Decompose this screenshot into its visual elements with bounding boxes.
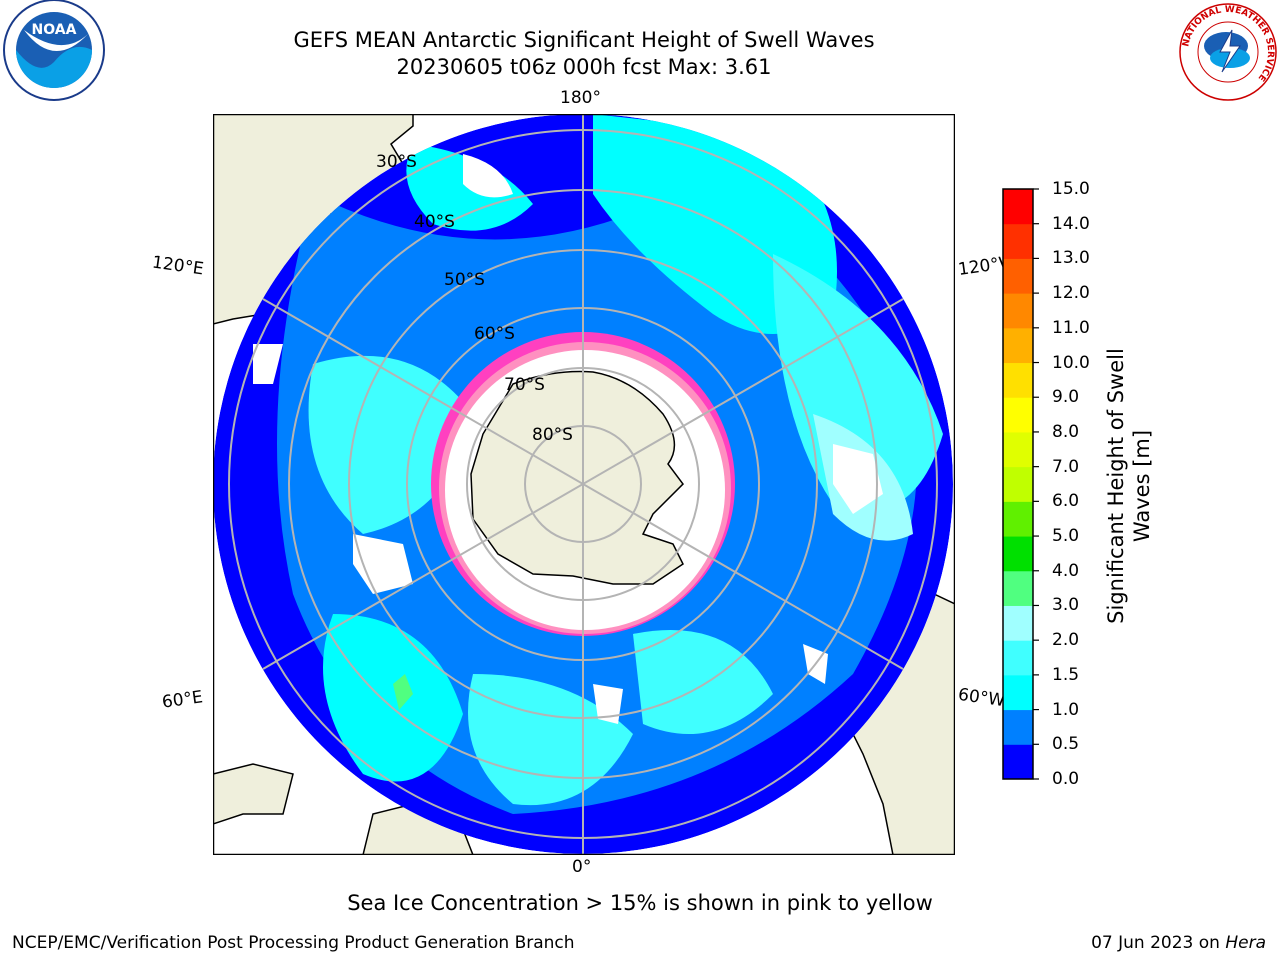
colorbar xyxy=(1002,188,1039,780)
antarctica xyxy=(470,370,684,585)
colorbar-tick-label: 3.0 xyxy=(1052,595,1080,616)
generation-date: 07 Jun 2023 on Hera xyxy=(1091,933,1266,953)
colorbar-segment xyxy=(1003,293,1033,329)
colorbar-tick-label: 14.0 xyxy=(1052,213,1090,234)
colorbar-segment xyxy=(1003,536,1033,572)
colorbar-tick-label: 11.0 xyxy=(1052,317,1090,338)
lon-label-0: 0° xyxy=(572,857,592,877)
colorbar-segment xyxy=(1003,744,1033,780)
colorbar-segment xyxy=(1003,362,1033,398)
colorbar-tick-label: 0.5 xyxy=(1052,734,1080,755)
colorbar-segment xyxy=(1003,397,1033,433)
colorbar-segment xyxy=(1003,640,1033,676)
sea-ice-caption: Sea Ice Concentration > 15% is shown in … xyxy=(347,891,933,915)
graticule xyxy=(228,114,938,854)
colorbar-tick-label: 0.0 xyxy=(1052,769,1080,789)
colorbar-title: Significant Height of Swell xyxy=(1104,348,1128,624)
colorbar-tick-label: 9.0 xyxy=(1052,387,1080,408)
colorbar-tick-label: 1.0 xyxy=(1052,699,1080,720)
colorbar-tick-label: 15.0 xyxy=(1052,179,1090,199)
colorbar-segment xyxy=(1003,466,1033,502)
colorbar-segment xyxy=(1003,605,1033,641)
lat-label: 60°S xyxy=(474,324,515,344)
lat-label: 30°S xyxy=(376,152,417,172)
colorbar-tick-label: 4.0 xyxy=(1052,560,1080,581)
colorbar-segment xyxy=(1003,258,1033,294)
nws-logo: NATIONAL WEATHER SERVICE xyxy=(1179,3,1277,101)
svg-text:NOAA: NOAA xyxy=(32,22,77,38)
colorbar-tick-label: 2.0 xyxy=(1052,630,1080,651)
chart-subtitle: 20230605 t06z 000h fcst Max: 3.61 xyxy=(396,55,772,79)
lat-label: 80°S xyxy=(532,425,573,445)
colorbar-tick-label: 8.0 xyxy=(1052,421,1080,442)
colorbar-segment xyxy=(1003,570,1033,606)
lon-label-120e: 120°E xyxy=(150,252,205,280)
swell-field xyxy=(213,114,953,854)
colorbar-tick-label: 6.0 xyxy=(1052,491,1080,512)
colorbar-tick-label: 12.0 xyxy=(1052,283,1090,304)
colorbar-border xyxy=(1002,188,1034,780)
lat-label: 50°S xyxy=(444,270,485,290)
colorbar-tick-label: 5.0 xyxy=(1052,526,1080,547)
colorbar-tick-label: 1.5 xyxy=(1052,664,1080,685)
colorbar-segment xyxy=(1003,223,1033,259)
colorbar-segment xyxy=(1003,501,1033,537)
colorbar-units: Waves [m] xyxy=(1130,429,1154,543)
host-name: Hera xyxy=(1225,933,1266,953)
lon-label-60w: 60°W xyxy=(956,684,1007,712)
antarctic-swell-map xyxy=(213,114,955,855)
colorbar-segment xyxy=(1003,189,1033,225)
chart-title: GEFS MEAN Antarctic Significant Height o… xyxy=(293,28,875,52)
colorbar-tick-label: 13.0 xyxy=(1052,248,1090,269)
noaa-logo: NOAA xyxy=(3,0,105,101)
colorbar-segment xyxy=(1003,431,1033,468)
colorbar-tick-label: 10.0 xyxy=(1052,352,1090,373)
colorbar-segment xyxy=(1003,709,1033,745)
colorbar-tick-label: 7.0 xyxy=(1052,456,1080,477)
lon-label-60e: 60°E xyxy=(160,687,205,713)
colorbar-segment xyxy=(1003,327,1033,364)
lat-label: 70°S xyxy=(504,375,545,395)
lat-label: 40°S xyxy=(414,212,455,232)
colorbar-segment xyxy=(1003,674,1033,711)
lon-label-180: 180° xyxy=(560,88,601,108)
producer-credit: NCEP/EMC/Verification Post Processing Pr… xyxy=(12,933,575,953)
